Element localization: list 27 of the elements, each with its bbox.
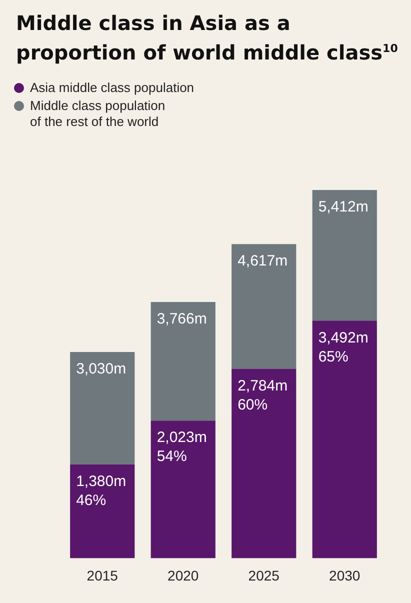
legend-label: Asia middle class population (30, 80, 194, 96)
bar (70, 352, 135, 464)
total-label: 3,766m (156, 310, 207, 328)
chart-title: Middle class in Asia as a proportion of world middle class$^{10}$ (16, 10, 399, 66)
annotation: 46% (76, 492, 106, 509)
annotation: 60% (238, 396, 268, 414)
total-label: 4,617m (238, 252, 288, 270)
total-label: 3,030m (76, 360, 126, 378)
total-label: 5,412m (318, 198, 368, 216)
data-label: 3,492m (318, 329, 368, 346)
x-tick-label: 2030 (329, 567, 360, 584)
bar (150, 302, 216, 421)
bar (150, 420, 216, 558)
data-label: 2,023m (156, 429, 207, 446)
data-label: 2,784m (238, 377, 288, 394)
bar (232, 368, 296, 558)
x-tick-label: 2015 (86, 567, 118, 584)
bar (70, 464, 135, 558)
bar (312, 320, 377, 558)
annotation: 65% (318, 348, 348, 366)
bar (232, 244, 296, 369)
data-label: 1,380m (76, 472, 126, 490)
annotation: 54% (156, 448, 187, 466)
legend-label: Middle class population of the rest of the world (30, 98, 166, 130)
x-tick-label: 2020 (168, 567, 199, 584)
x-tick-label: 2025 (248, 567, 280, 584)
bar (312, 190, 377, 321)
